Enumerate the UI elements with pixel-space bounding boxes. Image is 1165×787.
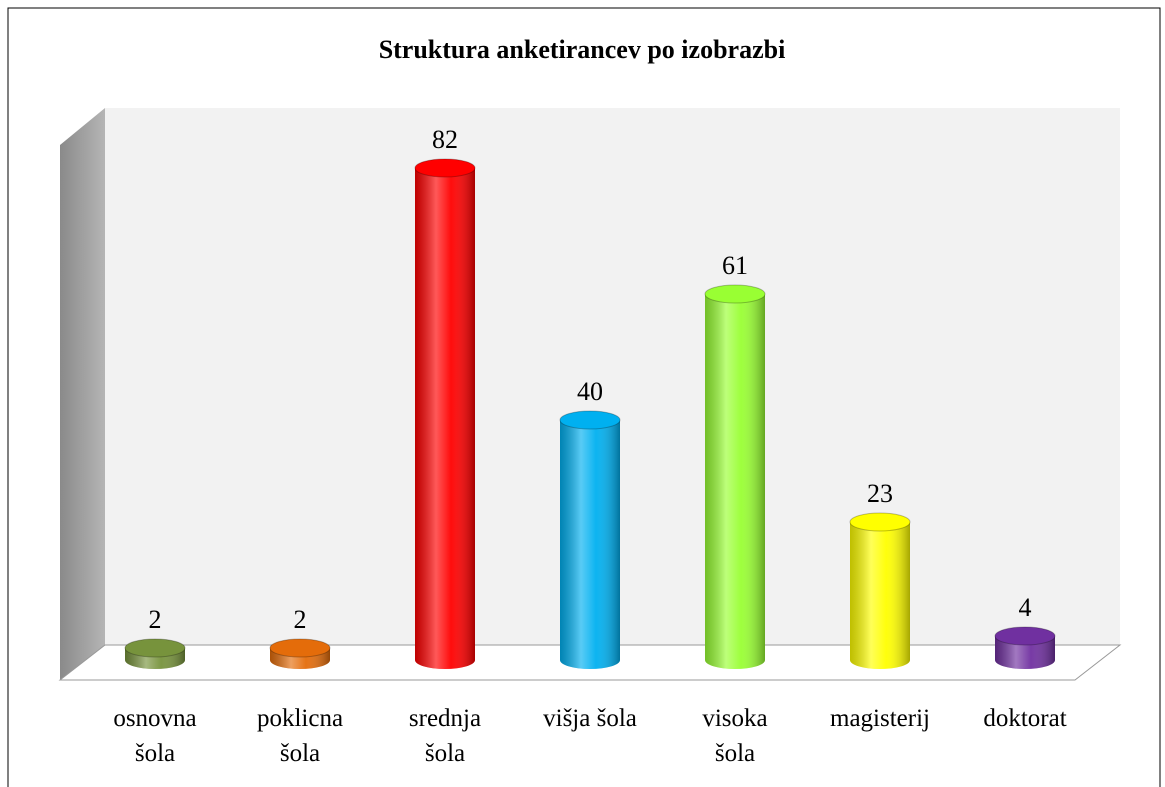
bar-shade: [705, 294, 765, 660]
x-tick-label-line: srednja: [409, 705, 481, 732]
bar-shade: [850, 522, 910, 660]
x-tick-label-line: poklicna: [257, 705, 343, 732]
x-tick-label-line: šola: [425, 740, 465, 767]
x-tick-label-line: šola: [280, 740, 320, 767]
data-label: 40: [577, 377, 603, 406]
bar-top: [124, 638, 186, 658]
x-tick-label: poklicna šola: [257, 705, 343, 767]
x-tick-label-line: magisterij: [830, 705, 930, 732]
side-wall: [60, 108, 105, 680]
chart-title: Struktura anketirancev po izobrazbi: [379, 35, 786, 64]
x-tick-label: srednja šola: [409, 705, 481, 767]
x-tick-label: doktorat: [983, 705, 1066, 732]
bar-shade: [415, 168, 475, 660]
x-tick-label-line: šola: [135, 740, 175, 767]
x-tick-label: višja šola: [543, 705, 637, 732]
bar-top: [559, 410, 621, 430]
x-tick-label-line: šola: [715, 740, 755, 767]
x-tick-label-line: visoka: [702, 705, 767, 732]
x-tick-label-line: osnovna: [113, 705, 196, 732]
x-tick-label: osnovna šola: [113, 705, 196, 767]
data-label: 61: [722, 251, 748, 280]
bar-top: [414, 158, 476, 178]
chart-border: [7, 7, 1161, 787]
x-tick-label: magisterij: [830, 705, 930, 732]
x-tick-label: visoka šola: [702, 705, 767, 767]
data-label: 2: [294, 605, 307, 634]
data-label: 82: [432, 125, 458, 154]
data-label: 4: [1019, 593, 1032, 622]
bar-top: [704, 284, 766, 304]
data-label: 23: [867, 479, 893, 508]
bar-shade: [560, 420, 620, 660]
data-label: 2: [149, 605, 162, 634]
bar-top: [994, 626, 1056, 646]
bar-top: [849, 512, 911, 532]
x-tick-label-line: višja šola: [543, 705, 637, 732]
x-tick-label-line: doktorat: [983, 705, 1066, 732]
bar-top: [269, 638, 331, 658]
